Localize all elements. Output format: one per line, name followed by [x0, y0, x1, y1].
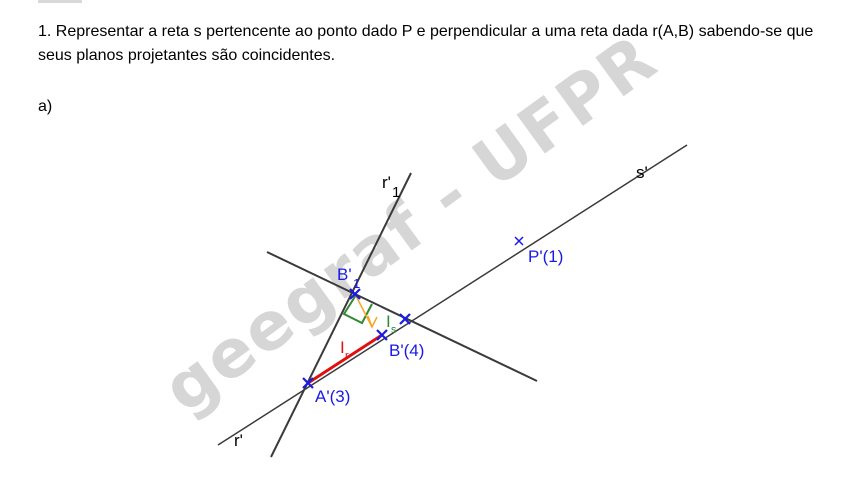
right-angle-marker	[342, 294, 373, 325]
orange-arrow-line	[354, 293, 373, 328]
point-a-prime	[302, 377, 314, 389]
label-b1-prime: B'	[337, 265, 352, 284]
orange-arrowhead	[367, 315, 378, 329]
label-p-prime: P'(1)	[528, 247, 563, 266]
watermark: geegraf - UFPR	[149, 19, 671, 428]
label-true-length-s-sub: s	[391, 324, 397, 336]
label-true-length-s: I	[386, 312, 391, 331]
label-true-length-r: I	[340, 338, 345, 357]
label-b1-sub: 1	[353, 276, 360, 291]
point-b1-prime	[349, 288, 361, 300]
label-true-length-r-sub: r	[345, 350, 349, 362]
point-intersection	[399, 313, 411, 325]
label-r1-prime: r'	[382, 173, 391, 192]
point-p-prime	[514, 236, 524, 246]
label-a-prime: A'(3)	[315, 387, 350, 406]
line-s-prime	[217, 144, 688, 446]
label-s-prime: s'	[636, 163, 648, 182]
exercise-statement: 1. Representar a reta s pertencente ao p…	[38, 23, 814, 64]
line-r1-prime	[270, 172, 412, 458]
label-r-prime: r'	[234, 431, 243, 450]
true-length-segment	[307, 333, 383, 385]
item-label: a)	[38, 98, 53, 115]
label-b-prime: B'(4)	[389, 341, 424, 360]
top-rule-divider	[38, 0, 82, 3]
point-b-prime	[376, 329, 388, 341]
label-r1-sub: 1	[392, 184, 400, 201]
